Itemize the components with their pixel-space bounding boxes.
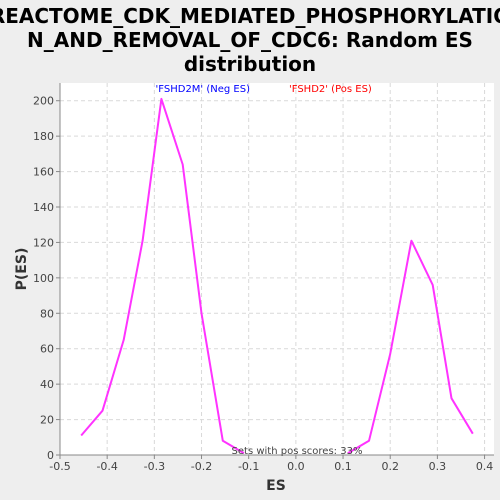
x-tick-label: -0.2 <box>191 460 212 473</box>
x-tick-label: 0.2 <box>381 460 399 473</box>
x-tick-label: 0.3 <box>429 460 447 473</box>
series-layer <box>80 97 474 455</box>
y-tick-label: 0 <box>47 449 54 462</box>
y-tick-label: 40 <box>40 378 54 391</box>
x-tick-label: 0.1 <box>334 460 352 473</box>
axes: -0.5 -0.4 -0.3 -0.2 -0.1 0.0 0.1 0.2 0.3 0.4 0 20 40… <box>33 83 494 473</box>
x-tick-label: -0.5 <box>49 460 70 473</box>
chart-title: REACTOME_CDK_MEDIATED_PHOSPHORYLATIO N_A… <box>0 4 500 76</box>
y-tick-label: 20 <box>40 414 54 427</box>
chart-title-line-3: distribution <box>184 52 316 76</box>
pos-scores-annotation: Sets with pos scores: 33% <box>232 446 363 457</box>
legend-pos-es: 'FSHD2' (Pos ES) <box>289 84 372 95</box>
plot-area <box>60 83 494 455</box>
y-tick-label: 80 <box>40 307 54 320</box>
x-tick-label: -0.1 <box>238 460 259 473</box>
y-tick-label: 200 <box>33 95 54 108</box>
legend-neg-es: 'FSHD2M' (Neg ES) <box>156 84 251 95</box>
y-tick-label: 180 <box>33 130 54 143</box>
y-tick-label: 120 <box>33 236 54 249</box>
x-tick-label: -0.3 <box>144 460 165 473</box>
chart-title-line-1: REACTOME_CDK_MEDIATED_PHOSPHORYLATIO <box>0 4 500 28</box>
series-line-2 <box>347 239 474 455</box>
y-tick-label: 160 <box>33 166 54 179</box>
y-tick-label: 140 <box>33 201 54 214</box>
x-tick-label: 0.4 <box>476 460 494 473</box>
y-axis-label: P(ES) <box>14 248 30 291</box>
x-tick-label: 0.0 <box>287 460 305 473</box>
series-line-1 <box>80 97 245 455</box>
x-axis-label: ES <box>266 478 286 494</box>
y-tick-label: 100 <box>33 272 54 285</box>
chart-title-line-2: N_AND_REMOVAL_OF_CDC6: Random ES <box>27 28 473 52</box>
x-tick-label: -0.4 <box>96 460 117 473</box>
y-tick-label: 60 <box>40 343 54 356</box>
